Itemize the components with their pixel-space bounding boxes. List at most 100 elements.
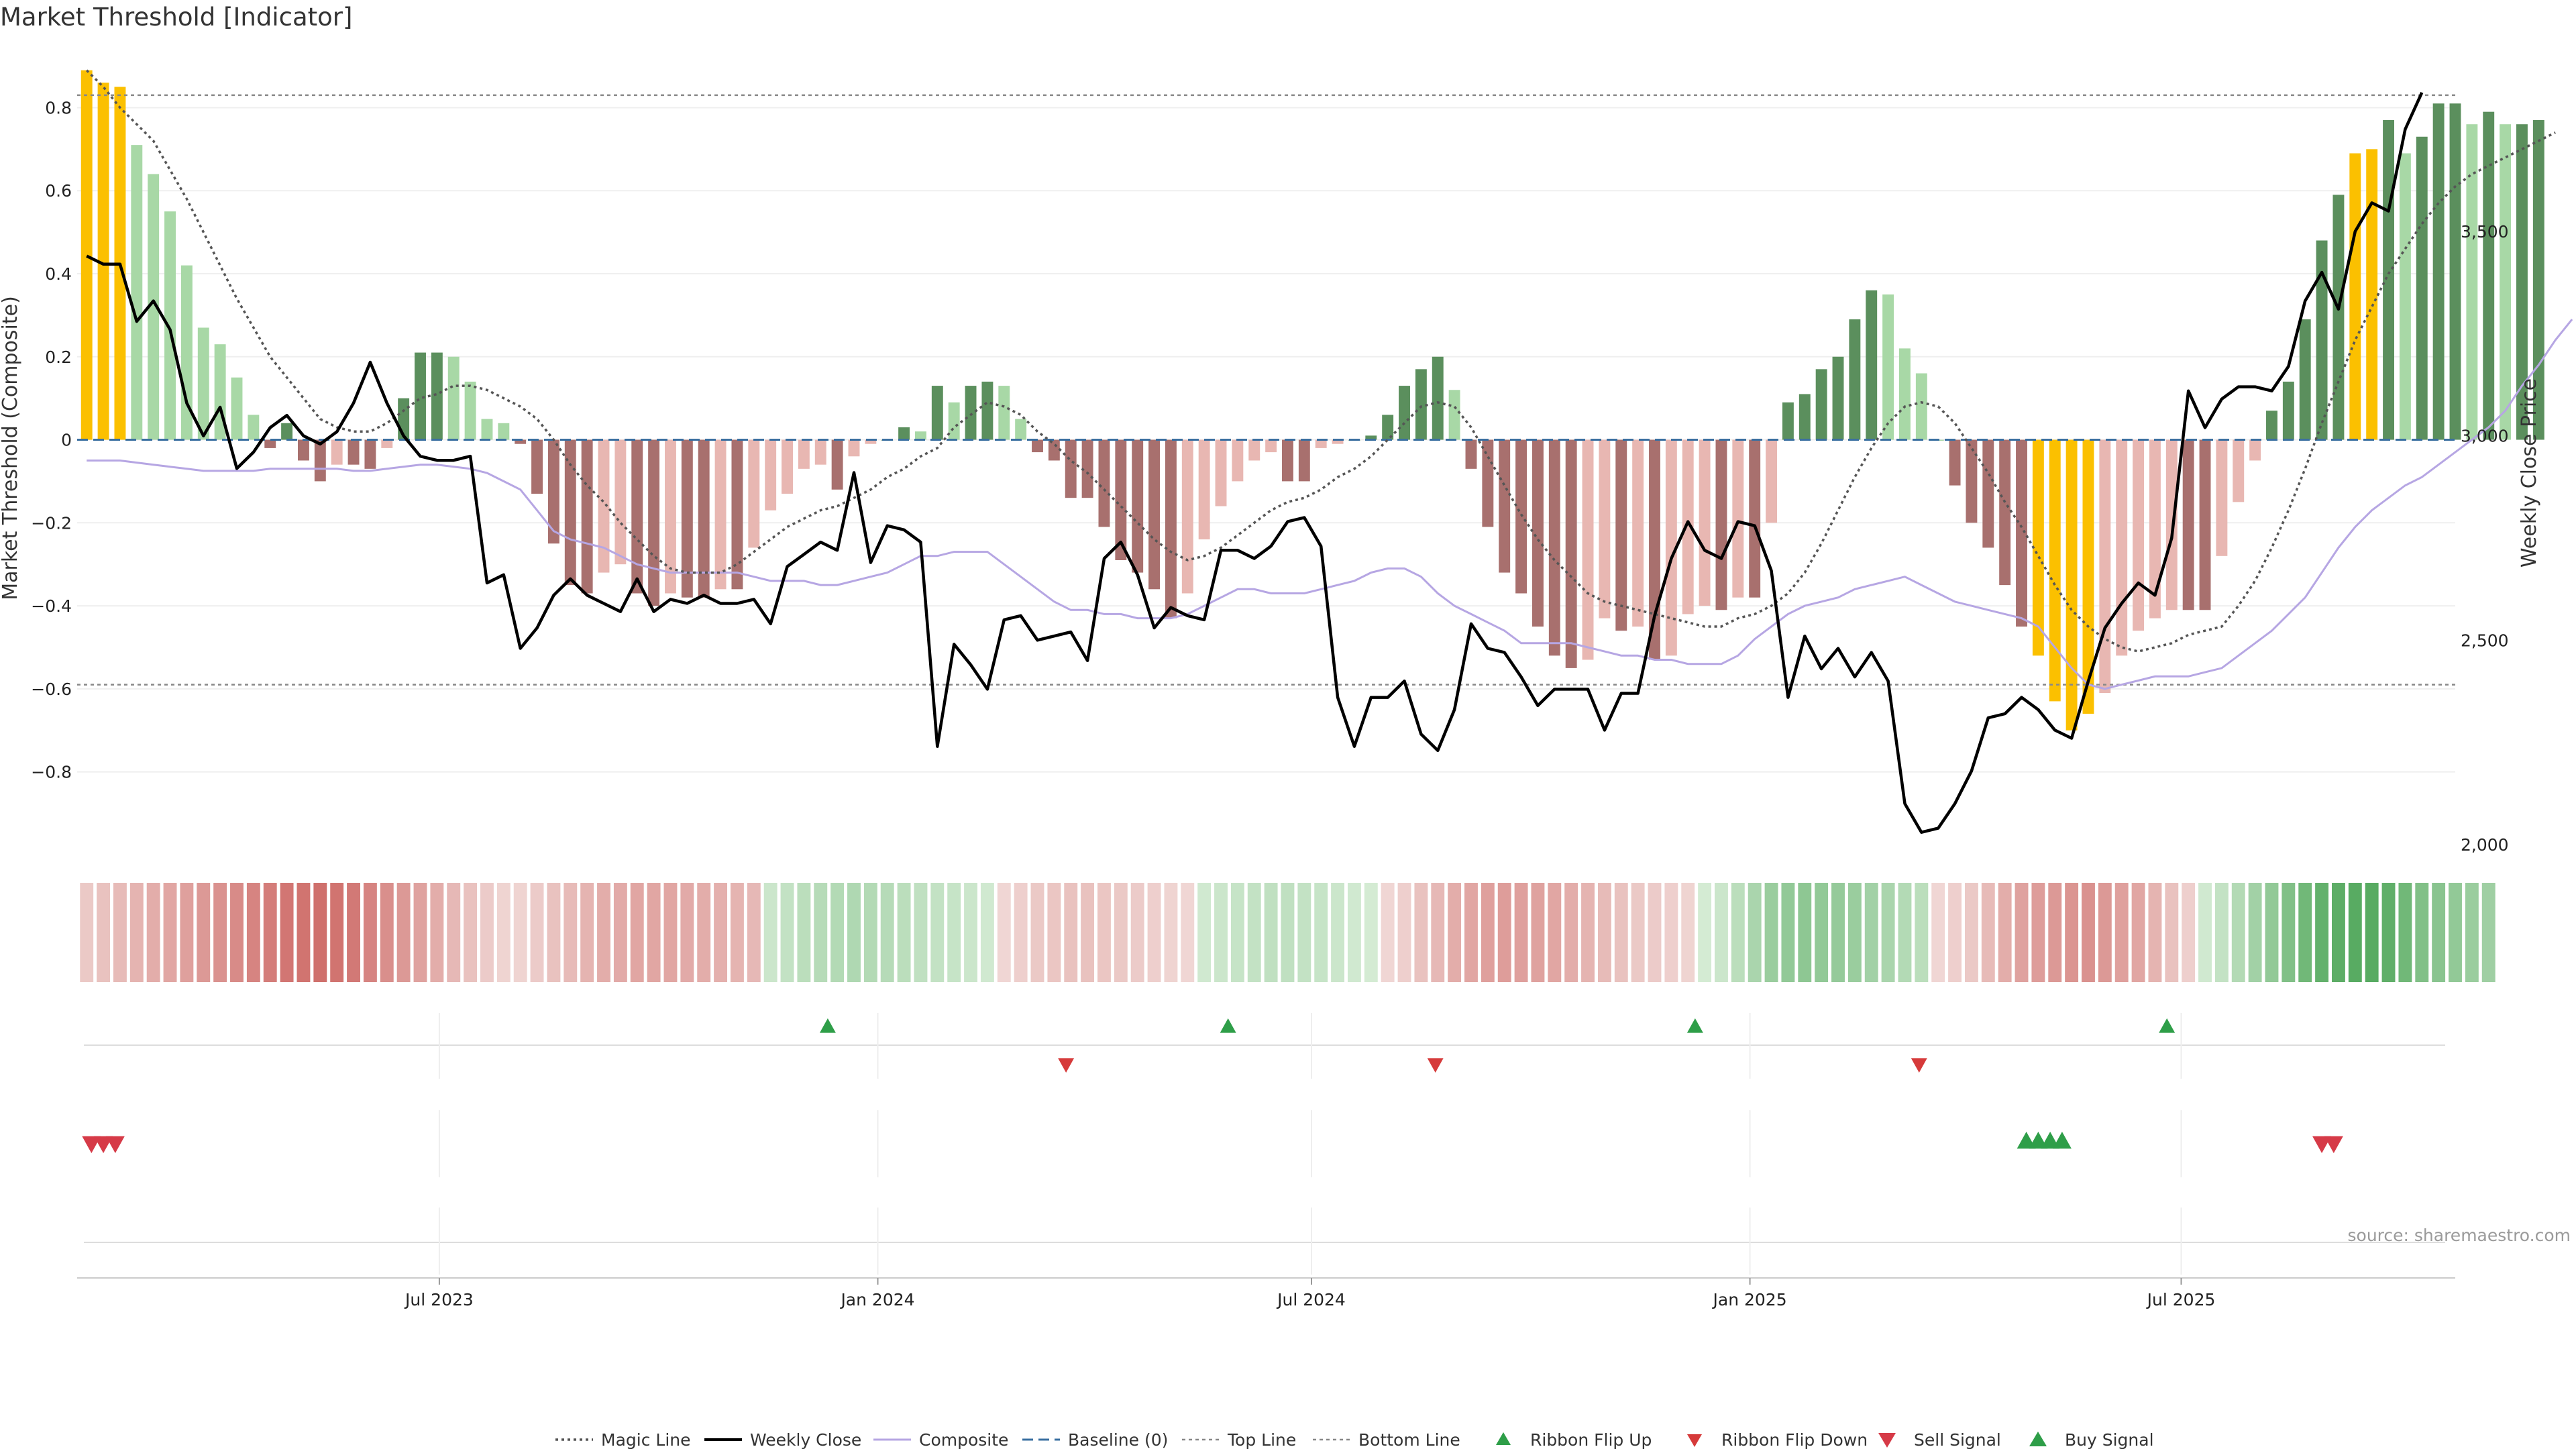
ribbon-cell — [1998, 883, 2012, 982]
signal-lanes — [82, 1013, 2445, 1275]
composite-bar — [515, 439, 527, 444]
composite-bar — [2282, 381, 2294, 440]
legend-label: Bottom Line — [1358, 1430, 1460, 1449]
ribbon-cell — [430, 883, 444, 982]
composite-bar — [264, 439, 276, 448]
composite-bar — [2500, 124, 2512, 440]
ribbon-cell — [863, 883, 877, 982]
composite-bar — [2399, 153, 2411, 440]
composite-bar — [1065, 439, 1077, 498]
ribbon-cell — [1748, 883, 1762, 982]
legend: Magic Line Weekly Close Composite Baseline … — [555, 1430, 2154, 1449]
composite-bar — [981, 381, 994, 440]
composite-bar — [782, 439, 793, 494]
composite-bar — [415, 352, 426, 440]
ribbon-cell — [1097, 883, 1111, 982]
legend-item-top: Top Line — [1182, 1430, 1296, 1449]
ribbon-cell — [2282, 883, 2296, 982]
magic-line — [85, 69, 2556, 653]
date-axis: Jul 2023 Jan 2024 Jul 2024 Jan 2025 Jul 2025 — [77, 1277, 2455, 1309]
composite-bar — [1432, 356, 1444, 440]
ribbon-cell — [2465, 883, 2479, 982]
composite-bar — [1365, 435, 1377, 440]
y-tick-label: 0.2 — [45, 347, 72, 367]
y-tick-label: −0.6 — [31, 680, 72, 699]
ribbon-cell — [1114, 883, 1128, 982]
composite-bar — [1015, 419, 1027, 440]
ribbon-cell — [2148, 883, 2162, 982]
ribbon-cell — [1847, 883, 1862, 982]
ribbon-cell — [2198, 883, 2212, 982]
axes-layer: 0.8 0.6 0.4 0.2 0 −0.2 −0.4 −0.6 −0.8 3,500 3,000 2… — [31, 98, 2508, 855]
ribbon-cell — [447, 883, 461, 982]
y-axis-title: Market Threshold (Composite) — [0, 296, 22, 600]
x-tick-label: Jan 2025 — [1712, 1290, 1787, 1309]
ribbon-cell — [1181, 883, 1195, 982]
legend-label: Composite — [919, 1430, 1008, 1449]
ribbon-flip-up-marker — [819, 1018, 836, 1033]
composite-bar — [2383, 120, 2394, 440]
ribbon-cell — [1281, 883, 1295, 982]
buy-signal-marker — [2017, 1132, 2036, 1149]
composite-bar — [2516, 124, 2528, 440]
ribbon-cell — [2065, 883, 2079, 982]
legend-swatch — [1687, 1434, 1702, 1447]
composite-bar — [1098, 439, 1110, 527]
ribbon-cell — [2248, 883, 2262, 982]
legend-label: Ribbon Flip Down — [1721, 1430, 1868, 1449]
composite-bar — [2032, 439, 2044, 656]
ribbon-cell — [530, 883, 544, 982]
ribbon-cell — [2381, 883, 2396, 982]
composite-bar — [2432, 103, 2445, 440]
ribbon-cell — [1564, 883, 1578, 982]
ribbon-cell — [1364, 883, 1378, 982]
ribbon-cell — [964, 883, 977, 982]
composite-bar — [1465, 439, 1477, 469]
composite-bar — [898, 427, 910, 440]
ribbon-cell — [1915, 883, 1929, 982]
composite-bar — [2299, 319, 2311, 440]
ribbon-cell — [1731, 883, 1745, 982]
ribbon-cell — [2098, 883, 2112, 982]
ribbon-cell — [797, 883, 811, 982]
sell-signal-marker — [2324, 1136, 2343, 1153]
composite-bar — [547, 439, 559, 544]
ribbon-cell — [2348, 883, 2362, 982]
ribbon-cell — [613, 883, 627, 982]
composite-bar — [1482, 439, 1494, 527]
chart-title: Market Threshold [Indicator] — [0, 3, 353, 32]
composite-bar — [2366, 149, 2378, 440]
ribbon-cell — [513, 883, 527, 982]
legend-label: Weekly Close — [750, 1430, 861, 1449]
y2-axis-title: Weekly Close Price — [2518, 378, 2541, 568]
composite-bar — [2332, 195, 2345, 440]
composite-bar — [314, 439, 326, 482]
ribbon-cell — [814, 883, 828, 982]
composite-bar — [431, 352, 443, 440]
composite-bar — [531, 439, 543, 494]
y-tick-label: −0.8 — [31, 763, 72, 782]
composite-bar — [97, 83, 109, 440]
ribbon-cell — [213, 883, 227, 982]
ribbon-cell — [1247, 883, 1261, 982]
ribbon-cell — [1698, 883, 1712, 982]
composite-bar — [631, 439, 643, 594]
composite-bar — [1665, 439, 1677, 656]
ribbon-cell — [1831, 883, 1845, 982]
ribbon-cell — [1147, 883, 1161, 982]
legend-item-sell: Sell Signal — [1878, 1430, 2001, 1449]
composite-bar — [1081, 439, 1093, 498]
composite-bar — [581, 439, 593, 594]
ribbon-cell — [930, 883, 945, 982]
ribbon-cell — [163, 883, 177, 982]
composite-bar — [1966, 439, 1978, 523]
composite-bar — [648, 439, 660, 606]
ribbon-cell — [1214, 883, 1228, 982]
composite-bar — [965, 386, 977, 440]
ribbon-cell — [1881, 883, 1895, 982]
ribbon-cell — [1898, 883, 1912, 982]
ribbon-cell — [1014, 883, 1028, 982]
ribbon-cell — [1331, 883, 1345, 982]
ribbon-cell — [263, 883, 277, 982]
x-tick-label: Jul 2025 — [2146, 1290, 2216, 1309]
